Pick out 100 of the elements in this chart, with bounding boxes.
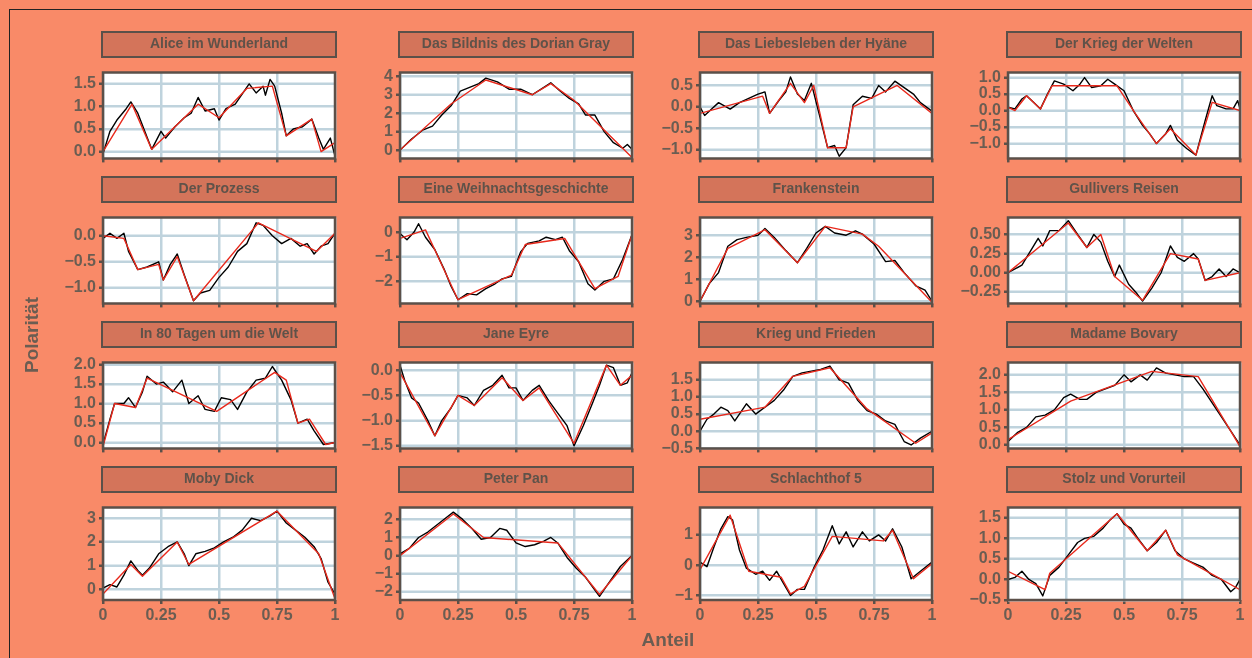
y-tick-label: −1.0 [361,411,394,429]
y-tick-label: 3 [384,85,394,103]
y-tick-label: 2 [684,247,694,265]
y-tick-label: 1.0 [73,393,97,411]
y-tick-label: 3 [87,508,97,526]
chart-title: Gullivers Reisen [1006,176,1242,203]
x-tick-label: 0.5 [804,606,828,624]
y-tick-label: −0.5 [969,590,1002,608]
x-tick-label: 1 [627,606,637,624]
y-tick-label: 1 [684,525,694,543]
chart-title: In 80 Tagen um die Welt [101,321,337,348]
x-tick-label: 0.75 [1166,606,1198,624]
y-tick-label: 3 [684,225,694,243]
y-tick-label: 0.0 [73,432,97,450]
y-tick-label: 0 [684,291,694,309]
y-tick-label: 1.0 [978,67,1002,85]
y-tick-label: −0.5 [969,117,1002,135]
y-tick-label: 0.0 [73,226,97,244]
chart-title: Peter Pan [398,466,634,493]
x-tick-label: 0.25 [1050,606,1082,624]
x-tick-label: 0 [395,606,405,624]
y-tick-label: 1.0 [73,96,97,114]
y-tick-label: −0.5 [64,252,97,270]
y-tick-label: 1.5 [978,508,1002,526]
chart-title: Madame Bovary [1006,321,1242,348]
x-tick-label: 0 [1003,606,1013,624]
y-tick-label: −1 [374,564,394,582]
x-tick-label: 1 [330,606,340,624]
y-tick-label: −0.5 [661,438,694,456]
x-tick-label: 0.75 [261,606,293,624]
y-tick-label: 0.0 [670,97,694,115]
y-tick-label: −1.0 [64,278,97,296]
y-tick-label: −2 [374,271,394,289]
y-tick-label: −1.0 [661,140,694,158]
y-tick-label: 1 [684,269,694,287]
chart-title: Der Krieg der Welten [1006,31,1242,58]
y-tick-label: −1.5 [361,436,394,454]
x-tick-label: 0 [695,606,705,624]
chart-title: Schlachthof 5 [698,466,934,493]
y-tick-label: 0.0 [670,421,694,439]
x-tick-label: 0.25 [742,606,774,624]
y-tick-label: 1.5 [670,370,694,388]
y-tick-label: 0.5 [73,119,97,137]
y-tick-label: 0 [384,546,394,564]
y-tick-label: 2.0 [73,354,97,372]
y-tick-label: 1.0 [978,400,1002,418]
y-tick-label: 2 [384,103,394,121]
x-axis-title: Anteil [641,629,695,651]
chart-title: Das Bildnis des Dorian Gray [398,31,634,58]
y-tick-label: 1 [87,556,97,574]
y-tick-label: −0.5 [361,385,394,403]
y-tick-label: 0 [87,579,97,597]
y-tick-label: 0 [384,222,394,240]
y-tick-label: 0.25 [969,244,1002,262]
y-tick-label: 1.5 [73,374,97,392]
y-tick-label: 1.5 [73,74,97,92]
y-tick-label: 0.0 [978,569,1002,587]
y-tick-label: 0.0 [978,435,1002,453]
chart-title: Jane Eyre [398,321,634,348]
y-tick-label: 0.00 [969,263,1002,281]
y-tick-label: −0.25 [960,282,1002,300]
y-tick-label: 0.5 [670,75,694,93]
y-tick-label: 1 [384,122,394,140]
chart-title: Stolz und Vorurteil [1006,466,1242,493]
x-tick-label: 0 [98,606,108,624]
y-tick-label: 0.5 [670,404,694,422]
y-tick-label: −1 [674,585,694,603]
x-tick-label: 0.25 [145,606,177,624]
y-tick-label: 1.0 [670,387,694,405]
x-tick-label: 0.75 [858,606,890,624]
chart-title: Krieg und Frieden [698,321,934,348]
y-tick-label: 2 [384,509,394,527]
y-tick-label: 2 [87,532,97,550]
x-tick-label: 0.5 [504,606,528,624]
y-tick-label: 0.0 [73,142,97,160]
y-tick-label: −2 [374,582,394,600]
y-tick-label: 0.0 [370,360,394,378]
y-tick-label: 0.5 [978,417,1002,435]
x-tick-label: 1 [927,606,937,624]
y-tick-label: 0.5 [73,413,97,431]
y-tick-label: −1.0 [969,133,1002,151]
y-tick-label: 2.0 [978,365,1002,383]
x-tick-label: 0.5 [207,606,231,624]
y-tick-label: 0 [684,555,694,573]
x-tick-label: 0.25 [442,606,474,624]
chart-title: Der Prozess [101,176,337,203]
y-tick-label: 1 [384,527,394,545]
x-tick-label: 0.5 [1112,606,1136,624]
y-tick-label: 0.0 [978,100,1002,118]
y-axis-title: Polarität [21,296,43,374]
chart-title: Alice im Wunderland [101,31,337,58]
y-tick-label: 0.5 [978,84,1002,102]
y-tick-label: 1.0 [978,528,1002,546]
chart-title: Moby Dick [101,466,337,493]
y-tick-label: 0 [384,140,394,158]
chart-title: Frankenstein [698,176,934,203]
x-tick-label: 1 [1235,606,1245,624]
x-tick-label: 0.75 [558,606,590,624]
y-tick-label: 1.5 [978,382,1002,400]
y-tick-label: −0.5 [661,118,694,136]
